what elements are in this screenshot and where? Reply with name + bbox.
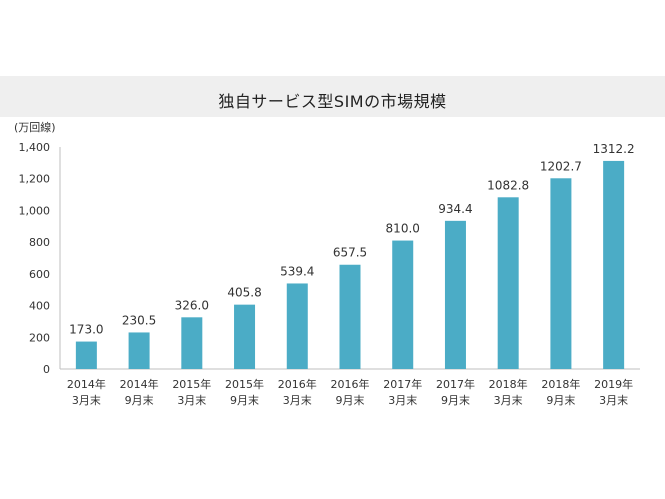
- y-tick-label: 200: [29, 331, 50, 344]
- bar: [550, 178, 572, 369]
- x-tick-label: 3月末: [388, 393, 417, 407]
- x-tick-label: 2018年: [489, 377, 528, 391]
- x-tick-label: 3月末: [599, 393, 628, 407]
- data-label: 657.5: [333, 246, 367, 260]
- x-tick-label: 2019年: [594, 377, 633, 391]
- data-label: 1312.2: [593, 142, 635, 156]
- y-tick-labels: 0 200 400 600 800 1,000 1,200 1,400: [19, 141, 51, 376]
- data-label: 326.0: [175, 298, 209, 312]
- data-label: 230.5: [122, 313, 156, 327]
- y-tick-label: 0: [43, 363, 50, 376]
- bars: [75, 160, 625, 369]
- x-tick-labels: 2014年 3月末 2014年 9月末 2015年 3月末 2015年 9月末 2016年 3月末…: [67, 377, 633, 407]
- x-tick-label: 2017年: [436, 377, 475, 391]
- x-tick-label: 2014年: [67, 377, 106, 391]
- x-tick-label: 3月末: [494, 393, 523, 407]
- data-label: 1082.8: [487, 178, 529, 192]
- x-tick-label: 2016年: [331, 377, 370, 391]
- x-tick-label: 2014年: [120, 377, 159, 391]
- bar: [444, 220, 466, 369]
- bar: [286, 283, 308, 369]
- bar: [339, 264, 361, 369]
- x-tick-label: 2016年: [278, 377, 317, 391]
- data-label: 1202.7: [540, 159, 582, 173]
- y-tick-label: 1,200: [19, 173, 51, 186]
- bar: [75, 341, 97, 369]
- bar: [181, 317, 203, 369]
- data-labels: 173.0 230.5 326.0 405.8 539.4 657.5 810.0 934.4…: [69, 142, 634, 337]
- bar: [128, 332, 150, 369]
- x-tick-label: 9月末: [546, 393, 575, 407]
- y-tick-label: 1,400: [19, 141, 51, 154]
- x-tick-label: 2015年: [225, 377, 264, 391]
- data-label: 934.4: [438, 202, 472, 216]
- x-tick-label: 2017年: [383, 377, 422, 391]
- x-tick-label: 2015年: [172, 377, 211, 391]
- x-tick-label: 9月末: [441, 393, 470, 407]
- x-tick-label: 3月末: [177, 393, 206, 407]
- data-label: 405.8: [227, 286, 261, 300]
- data-label: 810.0: [386, 222, 420, 236]
- bar: [497, 197, 519, 369]
- y-unit-label: (万回線): [14, 121, 56, 134]
- y-tick-label: 1,000: [19, 204, 51, 217]
- x-tick-label: 3月末: [283, 393, 312, 407]
- bar: [603, 160, 625, 369]
- x-tick-label: 3月末: [72, 393, 101, 407]
- bar: [234, 304, 256, 369]
- x-tick-label: 9月末: [336, 393, 365, 407]
- y-tick-label: 800: [29, 236, 50, 249]
- bar: [392, 240, 414, 369]
- title-band: [0, 76, 665, 117]
- x-tick-label: 2018年: [541, 377, 580, 391]
- x-tick-label: 9月末: [125, 393, 154, 407]
- x-tick-label: 9月末: [230, 393, 259, 407]
- y-tick-label: 600: [29, 268, 50, 281]
- data-label: 173.0: [69, 323, 103, 337]
- y-tick-label: 400: [29, 300, 50, 313]
- data-label: 539.4: [280, 264, 314, 278]
- chart-title: 独自サービス型SIMの市場規模: [218, 92, 447, 111]
